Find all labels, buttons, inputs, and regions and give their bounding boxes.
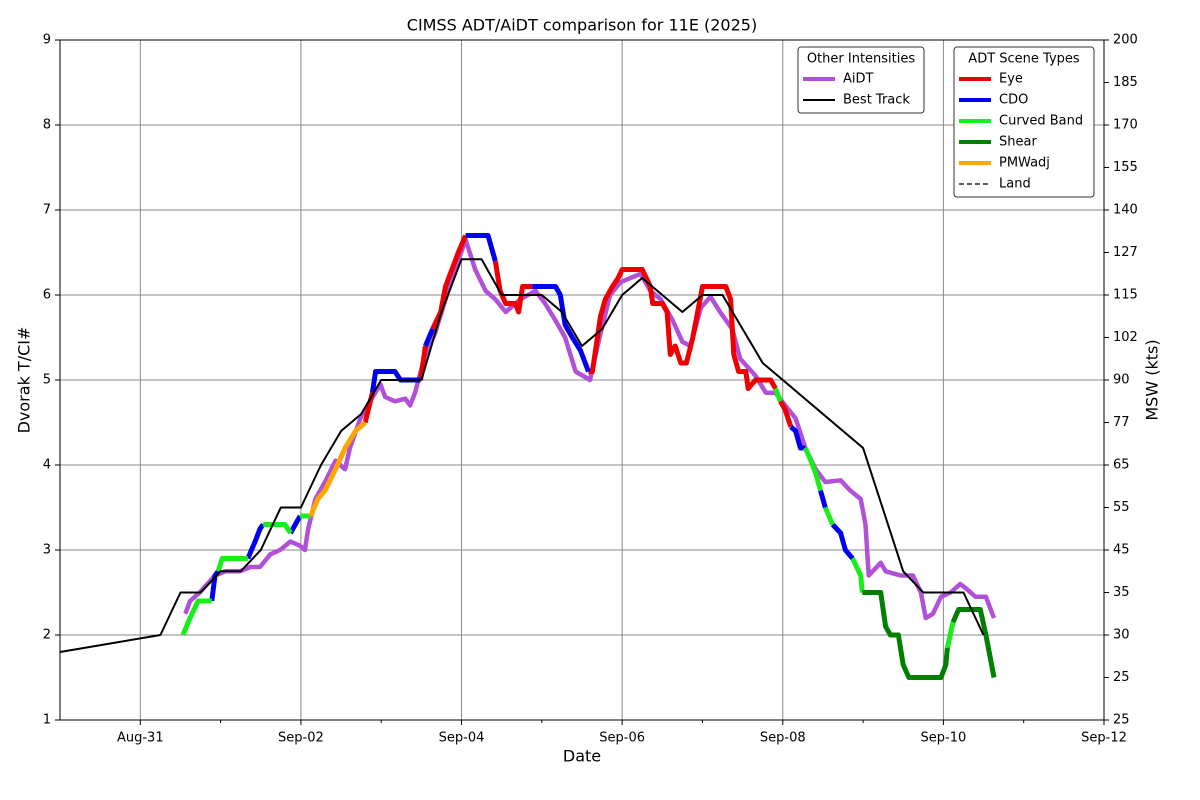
y-tick-label: 9 (43, 33, 51, 48)
y2-tick-label: 185 (1113, 75, 1138, 90)
y-tick-label: 4 (43, 458, 51, 473)
y2-tick-label: 170 (1113, 118, 1138, 133)
legend-label: Curved Band (999, 114, 1083, 129)
y-tick-label: 8 (43, 118, 51, 133)
y2-tick-label: 200 (1113, 33, 1138, 48)
y2-tick-label: 35 (1113, 585, 1130, 600)
y-axis-label: Dvorak T/CI# (15, 327, 34, 434)
x-axis-label: Date (563, 747, 601, 766)
plot-frame (59, 39, 1105, 721)
y-tick-label: 6 (43, 288, 51, 303)
y2-tick-label: 77 (1113, 415, 1130, 430)
legend-label: AiDT (843, 72, 874, 87)
y-tick-label: 2 (43, 628, 51, 643)
y2-tick-label: 25 (1113, 713, 1130, 728)
series-line (180, 387, 956, 649)
y-tick-label: 7 (43, 203, 51, 218)
x-tick-label: Sep-10 (921, 731, 967, 746)
x-tick-label: Aug-31 (117, 731, 164, 746)
x-tick-label: Sep-12 (1081, 731, 1127, 746)
legend-label: Land (999, 177, 1031, 192)
x-tick-label: Sep-04 (439, 731, 485, 746)
chart-title: CIMSS ADT/AiDT comparison for 11E (2025) (407, 16, 757, 35)
y2-tick-label: 25 (1113, 670, 1130, 685)
series-line (862, 590, 997, 680)
legend-box (797, 46, 925, 114)
legend-label: CDO (999, 93, 1028, 108)
series-line (59, 258, 985, 653)
x-tick-label: Sep-06 (599, 731, 645, 746)
x-tick-label: Sep-08 (760, 731, 806, 746)
legend-label: Shear (999, 135, 1037, 150)
y2-tick-label: 102 (1113, 330, 1138, 345)
legend-label: Best Track (843, 93, 910, 108)
y-tick-label: 5 (43, 373, 51, 388)
y2-tick-label: 55 (1113, 500, 1130, 515)
y2-axis-label: MSW (kts) (1143, 339, 1162, 420)
legend-box (953, 46, 1095, 198)
legend-label: Eye (999, 72, 1023, 87)
series-line (209, 233, 855, 602)
y2-tick-label: 140 (1113, 203, 1138, 218)
y-tick-label: 3 (43, 543, 51, 558)
y-tick-label: 1 (43, 713, 51, 728)
x-tick-label: Sep-02 (278, 731, 324, 746)
y2-tick-label: 30 (1113, 628, 1130, 643)
y2-tick-label: 115 (1113, 288, 1138, 303)
y2-tick-label: 45 (1113, 543, 1130, 558)
series-line (362, 234, 794, 428)
legend-title: ADT Scene Types (968, 52, 1080, 67)
y2-tick-label: 90 (1113, 373, 1130, 388)
series-line (308, 420, 367, 517)
legend-label: PMWadj (999, 156, 1050, 171)
y2-tick-label: 65 (1113, 458, 1130, 473)
legend-title: Other Intensities (807, 52, 916, 67)
y2-tick-label: 127 (1113, 245, 1138, 260)
y2-tick-label: 155 (1113, 160, 1138, 175)
